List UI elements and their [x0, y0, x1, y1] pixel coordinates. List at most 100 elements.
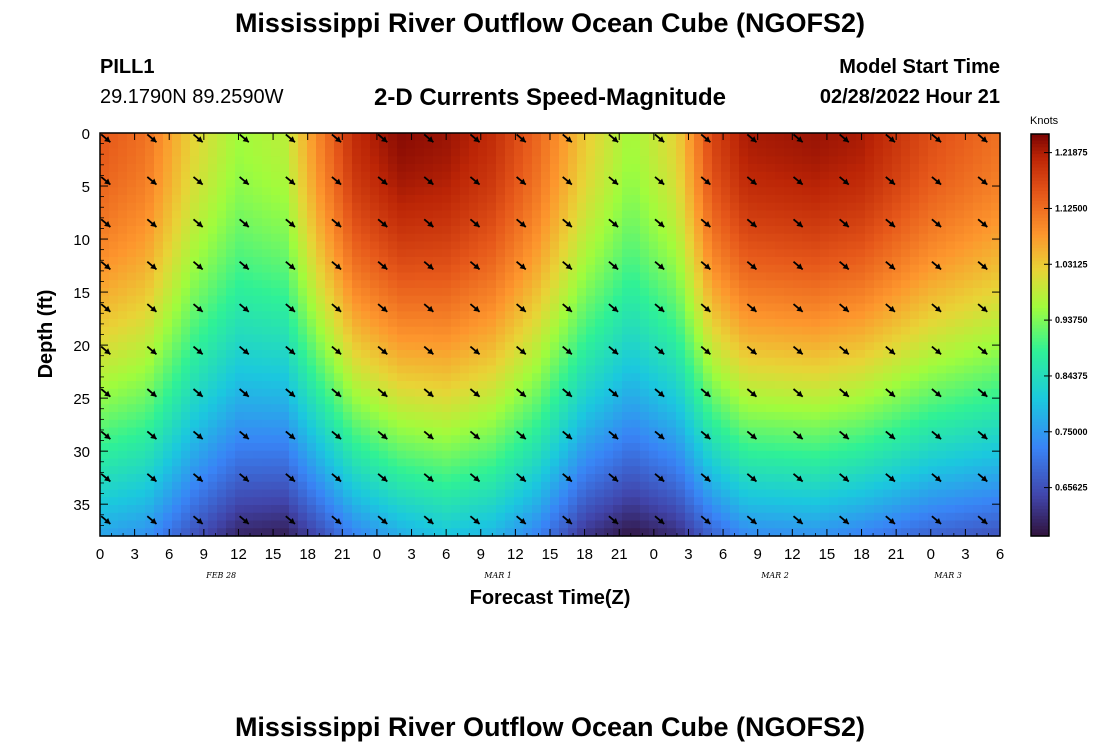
heatmap-cell	[730, 195, 740, 204]
heatmap-cell	[415, 226, 425, 235]
heatmap-cell	[937, 164, 947, 173]
heatmap-cell	[559, 202, 569, 212]
heatmap-cell	[514, 171, 524, 181]
heatmap-cell	[730, 450, 740, 460]
heatmap-cell	[658, 505, 668, 514]
heatmap-cell	[901, 357, 911, 367]
heatmap-cell	[352, 412, 362, 421]
heatmap-cell	[775, 404, 785, 413]
heatmap-cell	[901, 474, 911, 483]
heatmap-cell	[163, 512, 173, 522]
heatmap-cell	[343, 373, 353, 382]
heatmap-cell	[631, 241, 641, 250]
heatmap-cell	[757, 458, 767, 467]
heatmap-cell	[703, 412, 713, 421]
heatmap-cell	[649, 342, 659, 351]
heatmap-cell	[541, 187, 551, 196]
heatmap-cell	[631, 450, 641, 460]
heatmap-cell	[370, 311, 380, 320]
heatmap-cell	[604, 435, 614, 444]
heatmap-cell	[793, 520, 803, 529]
heatmap-cell	[820, 450, 830, 460]
heatmap-cell	[838, 342, 848, 351]
heatmap-cell	[928, 133, 938, 142]
heatmap-cell	[757, 427, 767, 436]
heatmap-cell	[280, 257, 290, 266]
heatmap-cell	[523, 528, 533, 537]
heatmap-cell	[199, 280, 209, 289]
heatmap-cell	[361, 241, 371, 250]
heatmap-cell	[712, 233, 722, 243]
heatmap-cell	[100, 357, 110, 367]
heatmap-cell	[532, 179, 542, 188]
heatmap-cell	[235, 466, 245, 475]
heatmap-cell	[352, 381, 362, 390]
heatmap-cell	[307, 257, 317, 266]
heatmap-cell	[559, 218, 569, 227]
heatmap-cell	[145, 396, 155, 405]
heatmap-cell	[127, 357, 137, 367]
heatmap-cell	[937, 474, 947, 483]
heatmap-cell	[703, 497, 713, 506]
heatmap-cell	[937, 528, 947, 537]
heatmap-cell	[352, 264, 362, 274]
heatmap-cell	[397, 164, 407, 173]
heatmap-cell	[163, 520, 173, 529]
heatmap-cell	[712, 195, 722, 204]
heatmap-cell	[856, 280, 866, 289]
heatmap-cell	[244, 288, 254, 297]
heatmap-cell	[163, 319, 173, 328]
heatmap-cell	[550, 435, 560, 444]
heatmap-cell	[847, 195, 857, 204]
heatmap-cell	[874, 133, 884, 142]
heatmap-cell	[307, 350, 317, 359]
heatmap-cell	[406, 148, 416, 157]
heatmap-cell	[532, 342, 542, 351]
heatmap-cell	[910, 280, 920, 289]
heatmap-cell	[820, 241, 830, 250]
heatmap-cell	[532, 272, 542, 281]
heatmap-cell	[577, 427, 587, 436]
heatmap-cell	[586, 512, 596, 522]
heatmap-cell	[433, 412, 443, 421]
heatmap-cell	[370, 505, 380, 514]
heatmap-cell	[568, 497, 578, 506]
heatmap-cell	[946, 365, 956, 374]
heatmap-cell	[910, 388, 920, 398]
heatmap-cell	[730, 179, 740, 188]
heatmap-cell	[433, 195, 443, 204]
heatmap-cell	[883, 466, 893, 475]
heatmap-cell	[649, 334, 659, 343]
heatmap-cell	[622, 404, 632, 413]
heatmap-cell	[388, 396, 398, 405]
heatmap-cell	[667, 187, 677, 196]
heatmap-cell	[478, 365, 488, 374]
heatmap-cell	[910, 202, 920, 212]
heatmap-cell	[154, 365, 164, 374]
heatmap-cell	[163, 288, 173, 297]
heatmap-cell	[604, 303, 614, 312]
heatmap-cell	[775, 466, 785, 475]
heatmap-cell	[667, 249, 677, 258]
heatmap-cell	[424, 171, 434, 181]
heatmap-cell	[712, 365, 722, 374]
heatmap-cell	[892, 164, 902, 173]
heatmap-cell	[721, 280, 731, 289]
heatmap-cell	[478, 226, 488, 235]
heatmap-cell	[271, 381, 281, 390]
heatmap-cell	[127, 489, 137, 498]
heatmap-cell	[802, 226, 812, 235]
heatmap-cell	[640, 133, 650, 142]
heatmap-cell	[127, 512, 137, 522]
heatmap-cell	[118, 443, 128, 452]
heatmap-cell	[334, 357, 344, 367]
heatmap-cell	[505, 497, 515, 506]
heatmap-cell	[631, 187, 641, 196]
heatmap-cell	[820, 195, 830, 204]
heatmap-cell	[280, 466, 290, 475]
heatmap-cell	[469, 280, 479, 289]
heatmap-cell	[217, 288, 227, 297]
heatmap-cell	[748, 233, 758, 243]
heatmap-cell	[181, 357, 191, 367]
heatmap-cell	[955, 474, 965, 483]
